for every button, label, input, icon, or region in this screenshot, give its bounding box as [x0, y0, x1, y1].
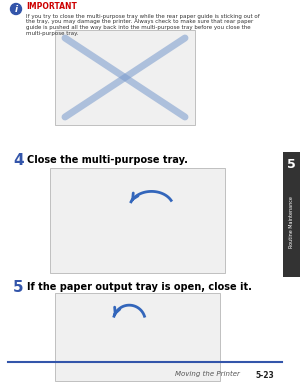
Text: i: i — [14, 5, 18, 14]
Text: If the paper output tray is open, close it.: If the paper output tray is open, close … — [27, 282, 252, 292]
Text: guide is pushed all the way back into the multi-purpose tray before you close th: guide is pushed all the way back into th… — [26, 25, 250, 30]
Circle shape — [11, 3, 22, 15]
Bar — [50, 168, 225, 273]
Text: 5: 5 — [13, 280, 24, 295]
Text: 5-23: 5-23 — [255, 371, 274, 380]
Text: If you try to close the multi-purpose tray while the rear paper guide is stickin: If you try to close the multi-purpose tr… — [26, 14, 260, 19]
Text: Close the multi-purpose tray.: Close the multi-purpose tray. — [27, 155, 188, 165]
Text: Routine Maintenance: Routine Maintenance — [289, 196, 294, 248]
Text: the tray, you may damage the printer. Always check to make sure that rear paper: the tray, you may damage the printer. Al… — [26, 20, 253, 24]
Text: multi-purpose tray.: multi-purpose tray. — [26, 30, 78, 36]
Bar — [283, 152, 300, 277]
Bar — [55, 293, 220, 381]
Text: IMPORTANT: IMPORTANT — [26, 2, 77, 11]
Text: 4: 4 — [13, 153, 24, 168]
Text: Moving the Printer: Moving the Printer — [175, 371, 240, 377]
Text: 5: 5 — [287, 157, 296, 171]
Bar — [55, 30, 195, 125]
